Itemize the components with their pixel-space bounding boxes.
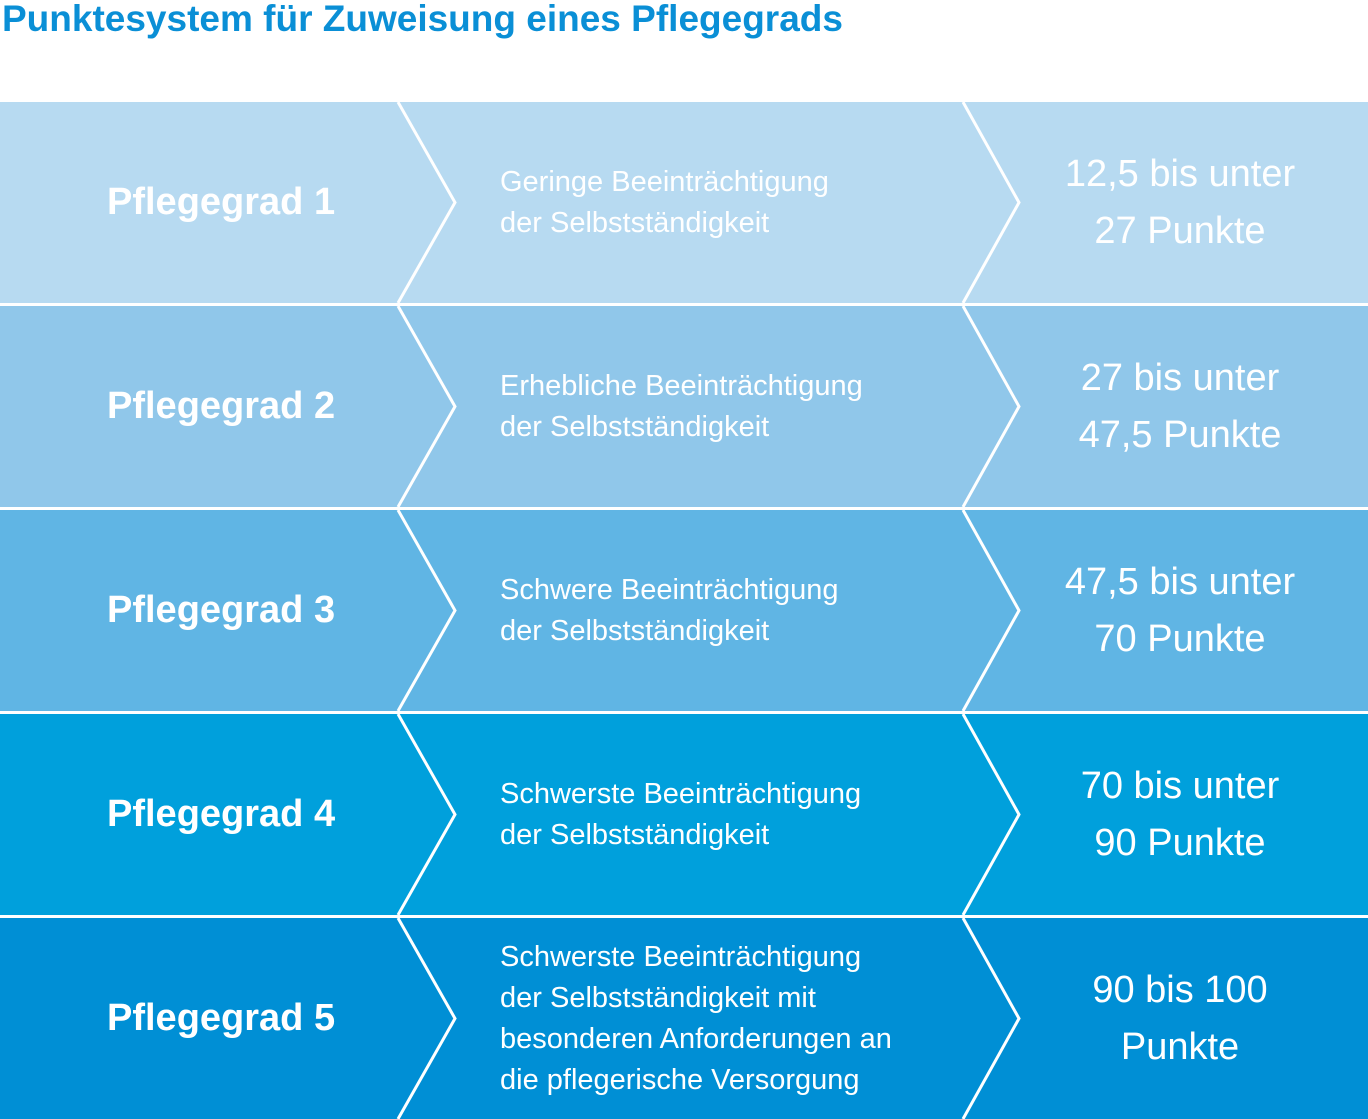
grade-label: Pflegegrad 4 [107, 793, 336, 835]
chevron-arrows [396, 306, 1021, 507]
grade-description: Erhebliche Beeinträchtigung der Selbstst… [500, 369, 863, 443]
chevron-divider-2 [961, 102, 1021, 303]
chevron-divider-1 [396, 714, 457, 915]
chevron-divider-1 [396, 918, 457, 1119]
chevron-arrows [396, 918, 1021, 1119]
pflegegrad-row: Pflegegrad 5 Schwerste Beeinträchtigung … [0, 918, 1368, 1119]
grade-points: 27 bis unter 47,5 Punkte [1078, 356, 1282, 456]
chevron-divider-2 [961, 918, 1021, 1119]
page-title: Punktesystem für Zuweisung eines Pflegeg… [2, 0, 843, 39]
pflegegrad-row: Pflegegrad 1 Geringe Beeinträchtigung de… [0, 102, 1368, 303]
pflegegrad-row: Pflegegrad 4 Schwerste Beeinträchtigung … [0, 714, 1368, 915]
grade-label: Pflegegrad 5 [107, 997, 336, 1039]
chevron-arrows [396, 102, 1021, 303]
grade-label: Pflegegrad 1 [107, 181, 336, 223]
chevron-divider-1 [396, 510, 457, 711]
grade-points: 70 bis unter 90 Punkte [1080, 764, 1280, 864]
chevron-arrows [396, 714, 1021, 915]
pflegegrad-row: Pflegegrad 3 Schwere Beeinträchtigung de… [0, 510, 1368, 711]
chevron-divider-1 [396, 102, 457, 303]
grade-points: 12,5 bis unter 27 Punkte [1064, 152, 1296, 252]
grade-points: 90 bis 100 Punkte [1092, 968, 1268, 1068]
pflegegrad-row: Pflegegrad 2 Erhebliche Beeinträchtigung… [0, 306, 1368, 507]
chevron-arrows [396, 510, 1021, 711]
grade-description: Schwerste Beeinträchtigung der Selbststä… [500, 940, 892, 1096]
grade-description: Geringe Beeinträchtigung der Selbstständ… [500, 165, 829, 239]
grade-label: Pflegegrad 2 [107, 385, 336, 427]
grade-description: Schwerste Beeinträchtigung der Selbststä… [500, 777, 862, 851]
grade-label: Pflegegrad 3 [107, 589, 336, 631]
grade-points: 47,5 bis unter 70 Punkte [1064, 560, 1296, 660]
chevron-divider-2 [961, 510, 1021, 711]
chevron-divider-1 [396, 306, 457, 507]
grade-description: Schwere Beeinträchtigung der Selbstständ… [500, 573, 839, 647]
chevron-divider-2 [961, 306, 1021, 507]
chevron-divider-2 [961, 714, 1021, 915]
